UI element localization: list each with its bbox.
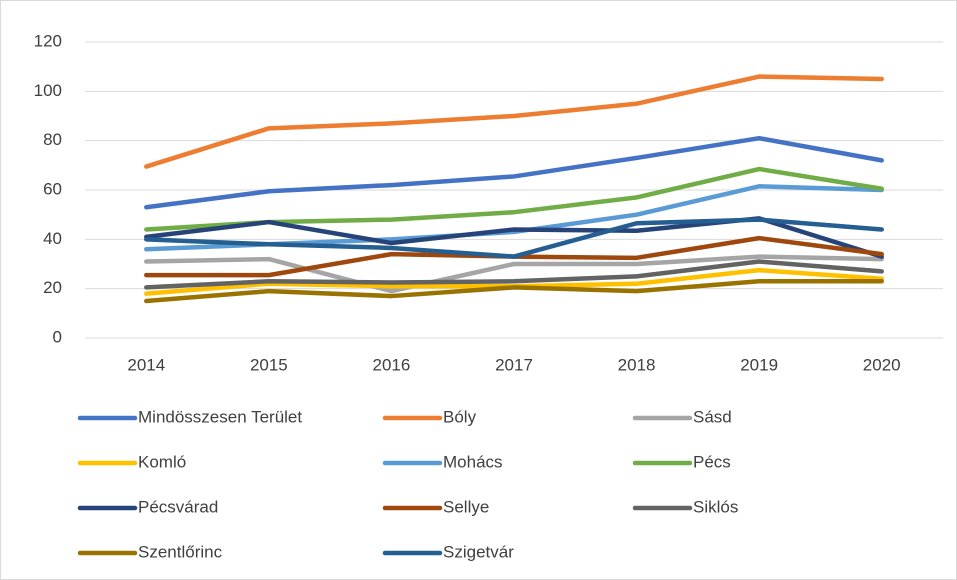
legend-label: Sásd	[693, 407, 732, 426]
x-tick-label: 2018	[618, 355, 656, 374]
legend-label: Sellye	[443, 497, 489, 516]
legend-label: Pécsvárad	[138, 497, 218, 516]
legend-label: Siklós	[693, 497, 738, 516]
legend-label: Mindösszesen Terület	[138, 407, 302, 426]
x-tick-label: 2017	[495, 355, 533, 374]
x-tick-label: 2015	[250, 355, 288, 374]
x-tick-label: 2020	[863, 355, 901, 374]
y-tick-label: 120	[34, 31, 62, 50]
y-tick-label: 20	[43, 278, 62, 297]
y-tick-label: 0	[53, 327, 62, 346]
x-tick-label: 2014	[127, 355, 165, 374]
series-line	[144, 74, 884, 169]
y-tick-label: 80	[43, 130, 62, 149]
legend-label: Komló	[138, 452, 186, 471]
x-tick-label: 2016	[373, 355, 411, 374]
y-tick-label: 100	[34, 81, 62, 100]
series-line	[144, 135, 884, 210]
series-line	[144, 254, 884, 294]
y-tick-label: 40	[43, 229, 62, 248]
series-line	[144, 279, 884, 304]
y-tick-label: 60	[43, 179, 62, 198]
x-tick-label: 2019	[740, 355, 778, 374]
legend-label: Szentlőrinc	[138, 542, 223, 561]
legend-label: Mohács	[443, 452, 503, 471]
series-line	[144, 259, 884, 290]
legend-label: Szigetvár	[443, 542, 514, 561]
series-line	[144, 217, 884, 259]
legend-label: Bóly	[443, 407, 477, 426]
legend-label: Pécs	[693, 452, 731, 471]
